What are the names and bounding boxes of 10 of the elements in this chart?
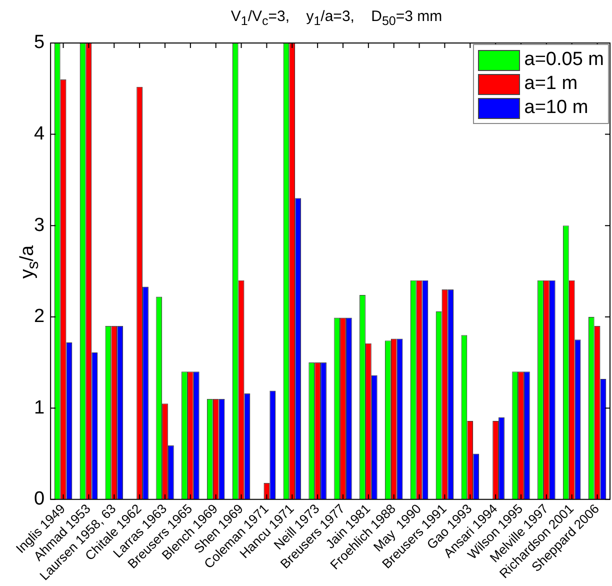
y-tick-label: 5 [34,32,45,54]
y-tick-label: 3 [34,214,45,236]
legend-label: a=10 m [524,97,588,119]
y-tick-label: 2 [34,306,45,328]
y-tick-label: 0 [34,488,45,510]
legend-label: a=1 m [524,73,578,95]
y-tick-label: 1 [34,397,45,418]
y-tick-label: 4 [34,124,45,145]
legend-label: a=0.05 m [524,49,604,71]
chart-title: V$_{1}$/V$_{c}$=3, y$_{1}$/a=3, D$_{50}$=3 mm [230,8,442,28]
